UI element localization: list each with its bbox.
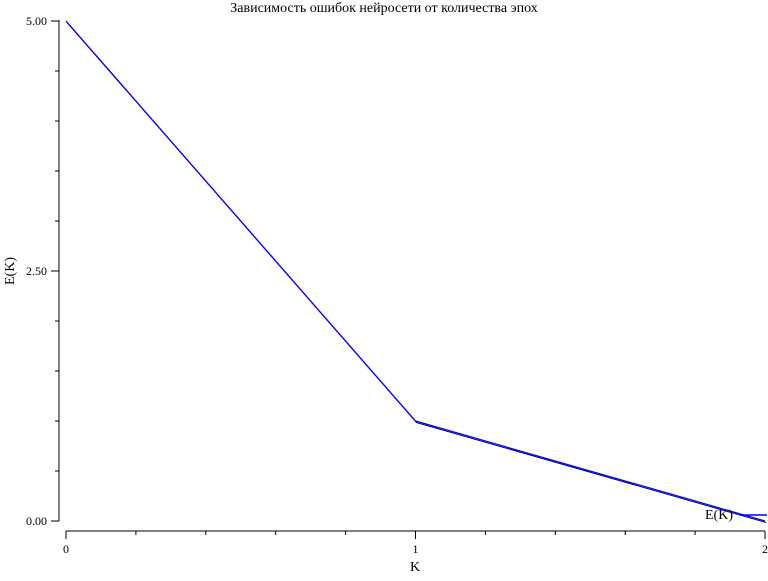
y-tick-label: 5.00 <box>26 14 47 28</box>
y-tick-label: 0.00 <box>26 514 47 528</box>
chart-title: Зависимость ошибок нейросети от количест… <box>230 1 537 16</box>
y-tick-label: 2.50 <box>26 264 47 278</box>
x-tick-label: 2 <box>762 542 768 556</box>
x-tick-label: 1 <box>413 542 419 556</box>
legend: E(K) <box>705 508 767 523</box>
x-axis-label: K <box>410 560 420 575</box>
series-layer <box>65 20 767 523</box>
series-line-shadow <box>66 22 767 523</box>
legend-label: E(K) <box>705 508 733 523</box>
y-axis-label: E(K) <box>3 257 18 285</box>
axes: 0 1 2 0.00 2.50 5.00 <box>26 14 768 556</box>
x-tick-label: 0 <box>63 542 69 556</box>
series-line <box>65 20 766 522</box>
